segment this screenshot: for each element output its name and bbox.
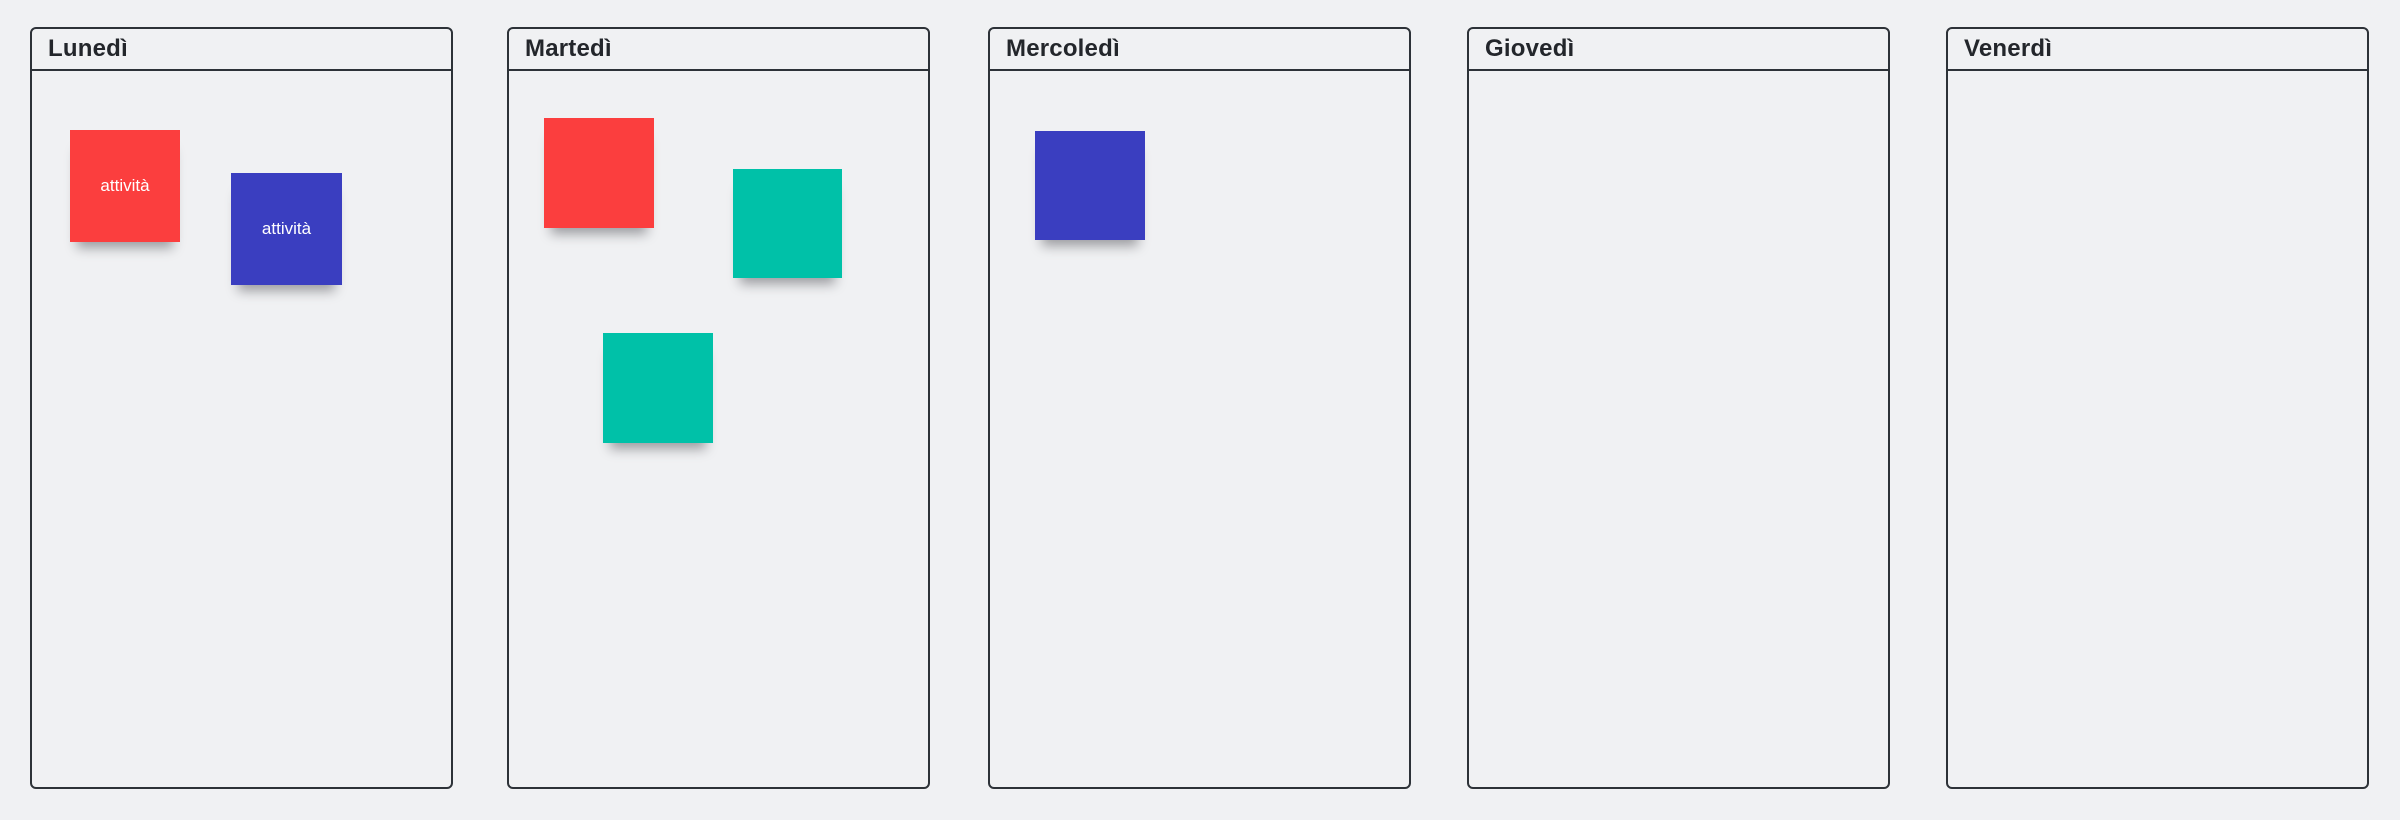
sticky-note[interactable] (733, 169, 842, 278)
frame-title-lunedi[interactable]: Lunedì (48, 35, 128, 62)
sticky-note-text: attività (261, 218, 312, 238)
frame-title-mercoledi[interactable]: Mercoledì (1006, 35, 1120, 62)
sticky-note-text: attività (100, 175, 150, 195)
frame-giovedi[interactable]: Giovedì (1467, 27, 1890, 789)
frame-martedi[interactable]: Martedì (507, 27, 930, 789)
frame-mercoledi[interactable]: Mercoledì (988, 27, 1411, 789)
frame-title-martedi[interactable]: Martedì (525, 35, 612, 62)
frame-header[interactable]: Lunedì (32, 29, 451, 71)
frame-header[interactable]: Martedì (509, 29, 928, 71)
frame-venerdi[interactable]: Venerdì (1946, 27, 2369, 789)
frame-header[interactable]: Giovedì (1469, 29, 1888, 71)
frame-lunedi[interactable]: Lunedì (30, 27, 453, 789)
frame-title-venerdi[interactable]: Venerdì (1964, 35, 2053, 62)
frame-header[interactable]: Mercoledì (990, 29, 1409, 71)
frame-title-giovedi[interactable]: Giovedì (1485, 35, 1575, 62)
sticky-note[interactable]: attività (70, 130, 180, 242)
frame-header[interactable]: Venerdì (1948, 29, 2367, 71)
sticky-note[interactable] (1035, 131, 1145, 240)
sticky-note[interactable] (603, 333, 713, 443)
sticky-note[interactable]: attività (231, 173, 342, 285)
sticky-note[interactable] (544, 118, 654, 228)
